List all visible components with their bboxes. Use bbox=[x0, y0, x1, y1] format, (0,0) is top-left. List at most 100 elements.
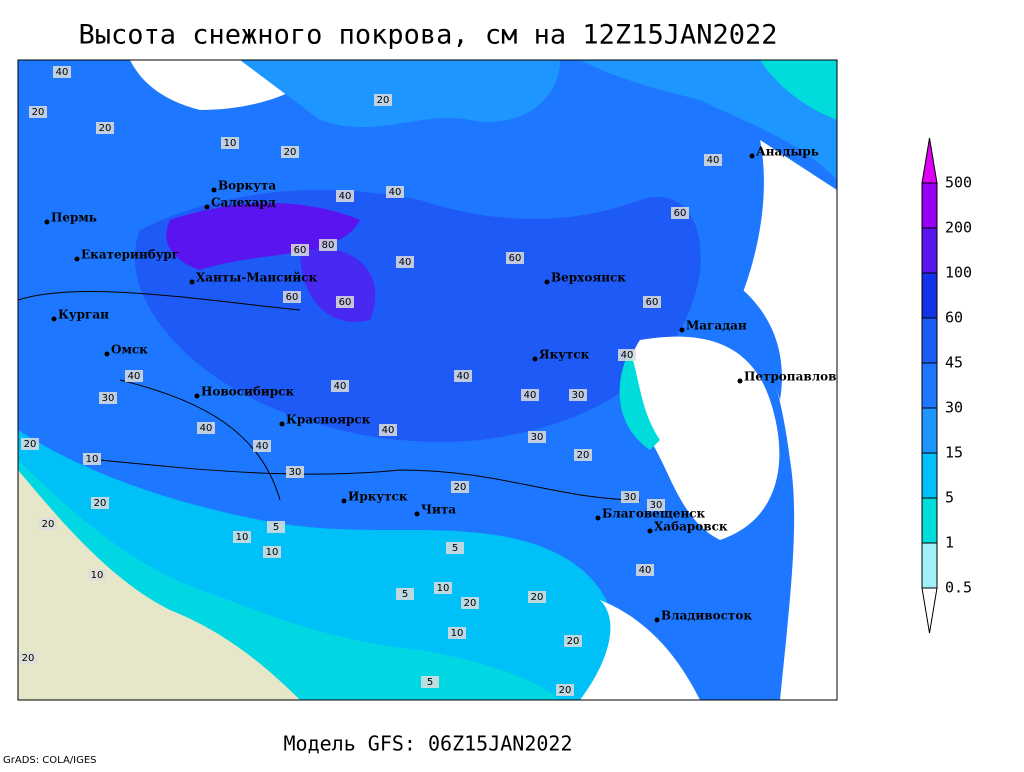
contour-label-box bbox=[618, 349, 636, 361]
contour-label-box bbox=[331, 380, 349, 392]
contour-label: 20 bbox=[22, 653, 35, 664]
city-label: Благовещенск bbox=[602, 507, 706, 521]
contour-label-box bbox=[421, 676, 439, 688]
contour-label-box bbox=[88, 569, 106, 581]
contour-label-box bbox=[267, 521, 285, 533]
contour-label-box bbox=[671, 207, 689, 219]
sea-ice bbox=[580, 60, 837, 180]
contour-label: 30 bbox=[289, 467, 302, 478]
contour-label-box bbox=[374, 94, 392, 106]
contour-label-box bbox=[379, 424, 397, 436]
city-dot bbox=[595, 515, 601, 521]
sea-ice bbox=[760, 60, 837, 120]
contour-label: 10 bbox=[91, 570, 104, 581]
city-dot bbox=[749, 153, 755, 159]
city-dot bbox=[189, 279, 195, 285]
city-dot bbox=[341, 498, 347, 504]
contour-label: 20 bbox=[94, 498, 107, 509]
credit: GrADS: COLA/IGES bbox=[3, 755, 97, 766]
contour-label-box bbox=[454, 370, 472, 382]
contour-label: 10 bbox=[236, 532, 249, 543]
colorbar-segment bbox=[921, 272, 938, 319]
contour-label-box bbox=[386, 186, 404, 198]
contour-label-box bbox=[221, 137, 239, 149]
colorbar-label: 1 bbox=[945, 534, 954, 552]
contour-label-box bbox=[396, 256, 414, 268]
contour-label-box bbox=[291, 244, 309, 256]
city-dot bbox=[532, 356, 538, 362]
contour-label-box bbox=[396, 588, 414, 600]
contour-label-box bbox=[521, 389, 539, 401]
kamchatka bbox=[730, 280, 782, 400]
contour-label: 40 bbox=[524, 390, 537, 401]
contour-label: 20 bbox=[567, 636, 580, 647]
contour-label-box bbox=[569, 389, 587, 401]
city-label: Магадан bbox=[686, 319, 747, 333]
contour-label: 20 bbox=[577, 450, 590, 461]
contour-label: 30 bbox=[624, 492, 637, 503]
contour-label: 40 bbox=[389, 187, 402, 198]
contour-label: 40 bbox=[334, 381, 347, 392]
contour-label: 60 bbox=[674, 208, 687, 219]
contour-label: 60 bbox=[646, 297, 659, 308]
contour-label: 60 bbox=[286, 292, 299, 303]
city-label: Пермь bbox=[51, 211, 97, 225]
contour-label: 10 bbox=[437, 583, 450, 594]
colorbar-label: 60 bbox=[945, 309, 963, 327]
city-dot bbox=[51, 316, 57, 322]
contour-label-box bbox=[446, 542, 464, 554]
contour-label-box bbox=[574, 449, 592, 461]
contour-label: 5 bbox=[452, 543, 458, 554]
contour-label-box bbox=[99, 392, 117, 404]
city-dot bbox=[44, 219, 50, 225]
city-label: Воркута bbox=[218, 179, 276, 193]
contour-label-box bbox=[125, 370, 143, 382]
city-dot bbox=[104, 351, 110, 357]
contour-label: 40 bbox=[457, 371, 470, 382]
contour-label: 40 bbox=[128, 371, 141, 382]
city-dot bbox=[414, 511, 420, 517]
city-label: Владивосток bbox=[661, 609, 752, 623]
contour-label: 20 bbox=[377, 95, 390, 106]
contour-label: 20 bbox=[284, 147, 297, 158]
contour-label-box bbox=[528, 431, 546, 443]
colorbar-label: 30 bbox=[945, 399, 963, 417]
contour-label-box bbox=[336, 190, 354, 202]
contour-label: 5 bbox=[427, 677, 433, 688]
contour-label: 20 bbox=[531, 592, 544, 603]
contour-label-box bbox=[319, 239, 337, 251]
sea-ice bbox=[240, 60, 560, 128]
city-label: Верхоянск bbox=[551, 271, 626, 285]
city-dot bbox=[544, 279, 550, 285]
contour-label: 20 bbox=[32, 107, 45, 118]
contour-label-box bbox=[506, 252, 524, 264]
colorbar-segment bbox=[921, 452, 938, 499]
contour-label: 20 bbox=[559, 685, 572, 696]
contour-label: 60 bbox=[339, 297, 352, 308]
contour-label: 40 bbox=[639, 565, 652, 576]
contour-label: 10 bbox=[451, 628, 464, 639]
city-label: Салехард bbox=[211, 196, 276, 210]
colorbar-label: 15 bbox=[945, 444, 963, 462]
contour-label-box bbox=[647, 499, 665, 511]
city-label: Якутск bbox=[539, 348, 590, 362]
contour-label-box bbox=[29, 106, 47, 118]
contour-label-box bbox=[91, 497, 109, 509]
contour-label: 30 bbox=[531, 432, 544, 443]
colorbar-label: 45 bbox=[945, 354, 963, 372]
contour-label: 40 bbox=[399, 257, 412, 268]
city-dot bbox=[74, 256, 80, 262]
contour-label-box bbox=[643, 296, 661, 308]
contour-label-box bbox=[263, 546, 281, 558]
city-label: Красноярск bbox=[286, 413, 371, 427]
contour-label-box bbox=[621, 491, 639, 503]
contour-label-box bbox=[434, 582, 452, 594]
contour-label: 10 bbox=[266, 547, 279, 558]
colorbar-label: 500 bbox=[945, 174, 972, 192]
city-label: Иркутск bbox=[348, 490, 408, 504]
colorbar-cap-low bbox=[921, 587, 938, 634]
city-label: Анадырь bbox=[756, 145, 819, 159]
contour-label-box bbox=[286, 466, 304, 478]
